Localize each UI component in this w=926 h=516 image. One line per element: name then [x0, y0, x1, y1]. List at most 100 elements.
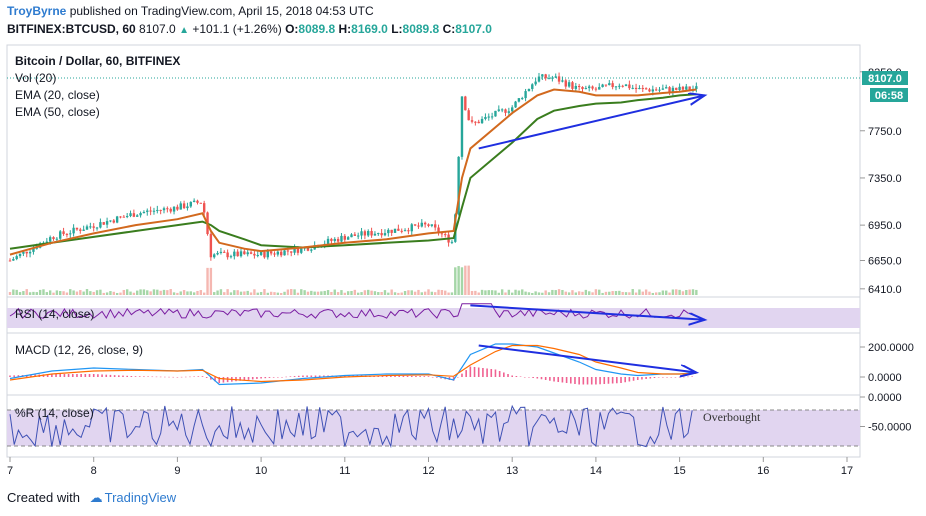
candle-body: [336, 238, 340, 242]
wr-label[interactable]: %R (14, close): [15, 406, 94, 420]
volume-bar: [233, 290, 236, 295]
candle-body: [8, 260, 12, 262]
candle-body: [681, 86, 685, 90]
macd-histogram-bar: [176, 377, 179, 378]
macd-histogram-bar: [109, 374, 112, 377]
volume-bar: [35, 292, 38, 295]
candle-body: [219, 251, 223, 253]
ema20-label[interactable]: EMA (20, close): [15, 88, 100, 102]
candle-body: [246, 252, 249, 255]
macd-histogram-bar: [431, 377, 434, 378]
candle-body: [457, 156, 460, 215]
macd-histogram-bar: [385, 375, 388, 377]
volume-bar: [390, 289, 393, 295]
volume-bar: [454, 267, 457, 295]
candle-body: [196, 200, 199, 203]
volume-bar: [125, 289, 129, 295]
volume-bar: [79, 290, 82, 295]
macd-histogram-bar: [277, 377, 279, 378]
candle-body: [474, 121, 477, 123]
volume-bar: [504, 292, 507, 295]
candle-body: [236, 251, 239, 257]
volume-bar: [551, 289, 554, 295]
candle-body: [598, 87, 601, 90]
macd-histogram-bar: [390, 375, 392, 377]
volume-bar: [557, 289, 561, 295]
candle-body: [604, 84, 608, 86]
volume-bar: [367, 289, 370, 295]
candle-body: [55, 238, 59, 240]
macd-histogram-bar: [402, 375, 405, 377]
rsi-band: [7, 308, 860, 328]
volume-bar: [146, 290, 149, 295]
candle-body: [511, 107, 514, 112]
volume-bar: [497, 292, 501, 295]
candle-body: [648, 89, 651, 92]
macd-tick-label: 200.0000: [868, 342, 914, 354]
main-series-label[interactable]: Bitcoin / Dollar, 60, BITFINEX: [15, 54, 181, 68]
macd-histogram-bar: [306, 375, 308, 377]
candle-body: [192, 200, 196, 202]
macd-histogram-bar: [427, 376, 430, 377]
macd-histogram-bar: [678, 377, 681, 378]
candle-body: [521, 98, 524, 100]
signal-line: [9, 344, 697, 383]
candle-body: [641, 87, 644, 89]
volume-bar: [296, 292, 300, 295]
author-link[interactable]: TroyByrne: [7, 4, 67, 18]
time-tick-label: 16: [757, 465, 769, 477]
macd-histogram-bar: [687, 376, 689, 378]
candle-body: [95, 227, 99, 229]
macd-pane[interactable]: [6, 332, 861, 396]
candle-body: [450, 241, 454, 243]
volume-bar: [243, 291, 246, 295]
tradingview-link[interactable]: TradingView: [104, 490, 177, 505]
volume-bar: [618, 290, 621, 295]
volume-bar: [547, 292, 551, 295]
volume-bar: [641, 291, 644, 295]
volume-bar: [313, 291, 316, 295]
volume-label[interactable]: Vol (20): [15, 71, 57, 85]
volume-bar: [604, 291, 608, 295]
macd-histogram-bar: [205, 377, 208, 378]
macd-histogram-bar: [197, 376, 200, 377]
macd-label[interactable]: MACD (12, 26, close, 9): [15, 343, 144, 357]
macd-histogram-bar: [323, 375, 325, 377]
macd-histogram-bar: [532, 377, 534, 378]
macd-histogram-bar: [616, 377, 618, 384]
rsi-label[interactable]: RSI (14, close): [15, 307, 95, 321]
candle-body: [82, 229, 85, 231]
volume-bar: [95, 290, 99, 295]
macd-histogram-bar: [406, 375, 409, 377]
candle-body: [480, 118, 484, 124]
candle-body: [403, 230, 407, 232]
publish-line: TroyByrne published on TradingView.com, …: [7, 4, 374, 18]
candle-body: [574, 85, 578, 89]
volume-bar: [48, 290, 52, 295]
macd-histogram-bar: [561, 377, 564, 383]
macd-histogram-bar: [76, 374, 78, 377]
macd-histogram-bar: [632, 377, 635, 381]
macd-axis: 200.0000 0.0000: [860, 342, 914, 384]
price-pane[interactable]: [6, 44, 861, 298]
candle-body: [611, 83, 614, 88]
ema50-label[interactable]: EMA (50, close): [15, 105, 100, 119]
volume-bar: [209, 267, 213, 295]
tradingview-cloud-icon[interactable]: ☁: [89, 490, 103, 505]
volume-bar: [102, 292, 105, 295]
macd-histogram-bar: [691, 376, 693, 377]
volume-bar: [85, 289, 89, 295]
macd-histogram-bar: [13, 375, 15, 377]
macd-histogram-bar: [595, 377, 597, 385]
volume-bar: [253, 289, 256, 295]
volume-bar: [72, 290, 75, 295]
price-tick-label: 7750.0: [868, 126, 902, 138]
candle-body: [537, 76, 541, 82]
candle-body: [440, 233, 444, 235]
rsi-line: [9, 303, 693, 320]
candle-body: [172, 206, 176, 212]
macd-histogram-bar: [503, 372, 505, 377]
trendlines[interactable]: [470, 95, 704, 372]
macd-histogram-bar: [281, 377, 283, 378]
